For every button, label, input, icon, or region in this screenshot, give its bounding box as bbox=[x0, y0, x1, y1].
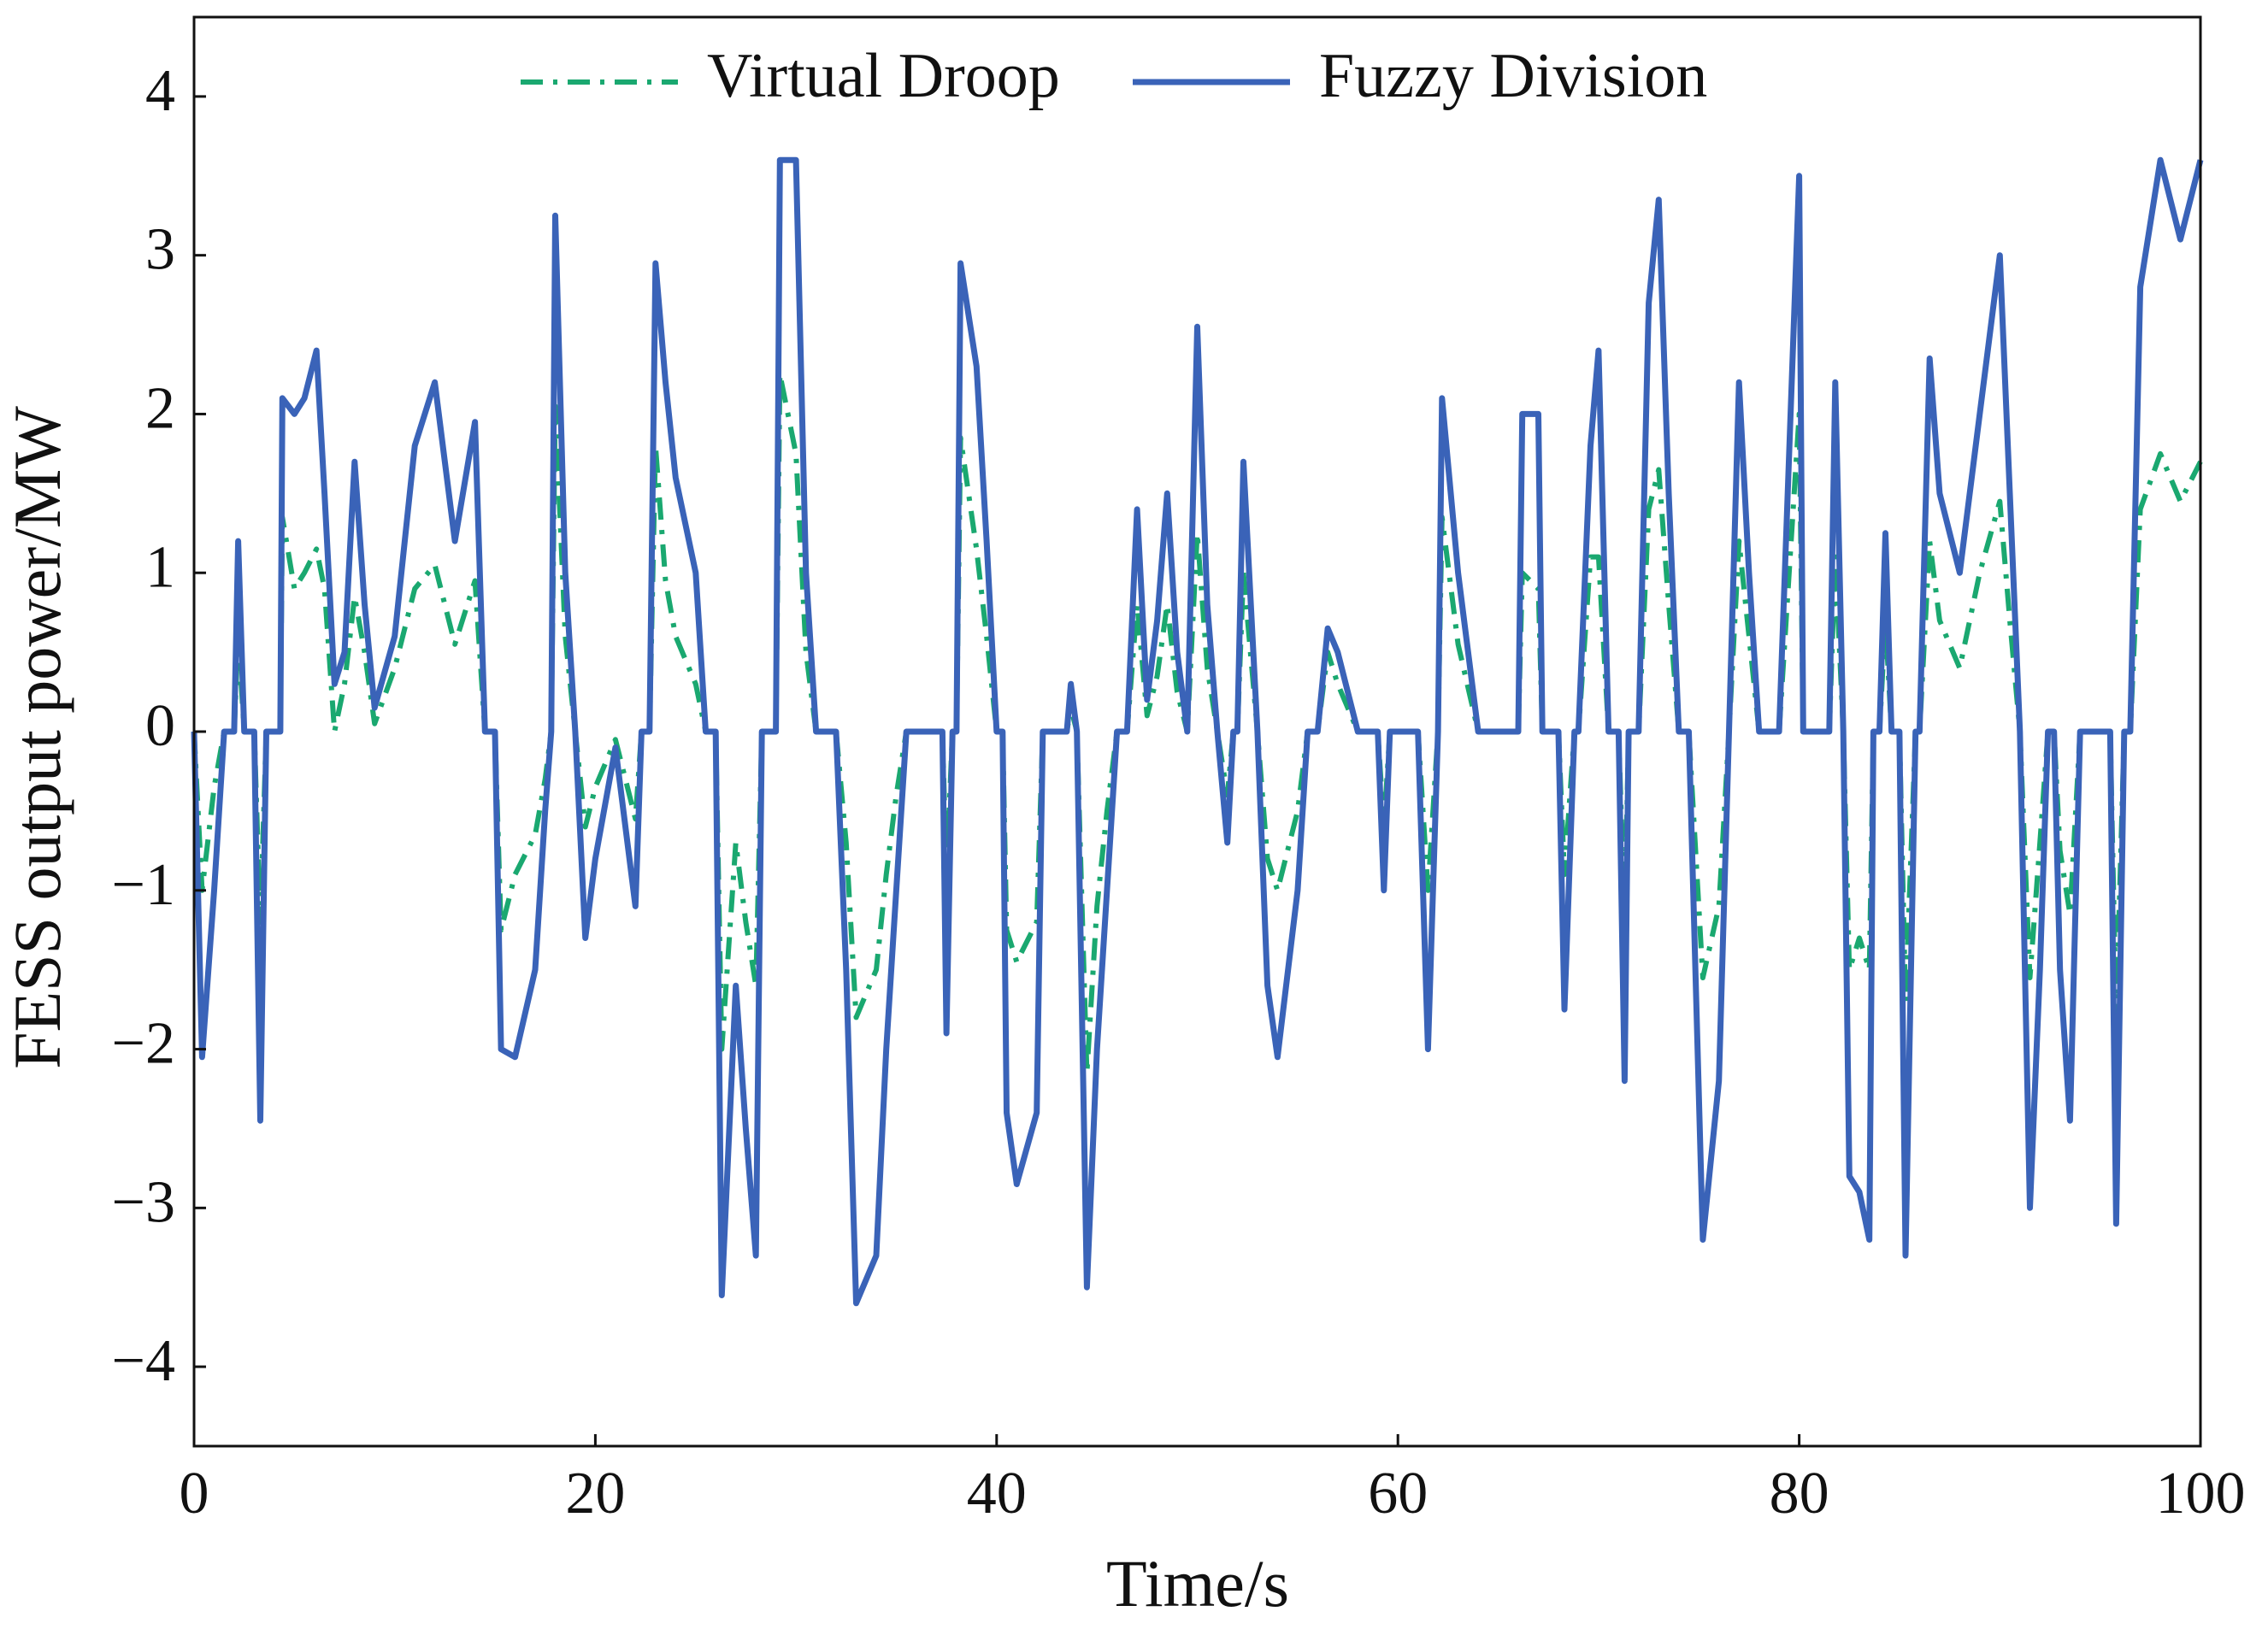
x-tick-label: 100 bbox=[2156, 1461, 2246, 1526]
x-axis-label: Time/s bbox=[1106, 1546, 1289, 1620]
x-tick-label: 80 bbox=[1770, 1461, 1829, 1526]
series-line bbox=[191, 372, 2203, 1076]
y-tick-label: −2 bbox=[112, 1011, 175, 1077]
y-tick-label: −4 bbox=[112, 1328, 175, 1394]
y-tick-label: 2 bbox=[145, 376, 175, 442]
series-line bbox=[191, 156, 2204, 1307]
y-tick-label: 3 bbox=[145, 217, 175, 283]
y-tick-label: 0 bbox=[145, 693, 175, 759]
y-tick-label: 4 bbox=[145, 58, 175, 124]
y-tick-label: −1 bbox=[112, 852, 175, 918]
x-tick-label: 20 bbox=[565, 1461, 625, 1526]
y-tick-label: −3 bbox=[112, 1169, 175, 1235]
x-tick-label: 40 bbox=[967, 1461, 1027, 1526]
x-tick-label: 60 bbox=[1368, 1461, 1428, 1526]
x-tick-label: 0 bbox=[180, 1461, 209, 1526]
legend-label: Fuzzy Division bbox=[1319, 41, 1707, 111]
legend-label: Virtual Droop bbox=[707, 41, 1060, 111]
y-axis-label: FESS output power/MW bbox=[0, 406, 74, 1069]
y-tick-label: 1 bbox=[145, 534, 175, 600]
